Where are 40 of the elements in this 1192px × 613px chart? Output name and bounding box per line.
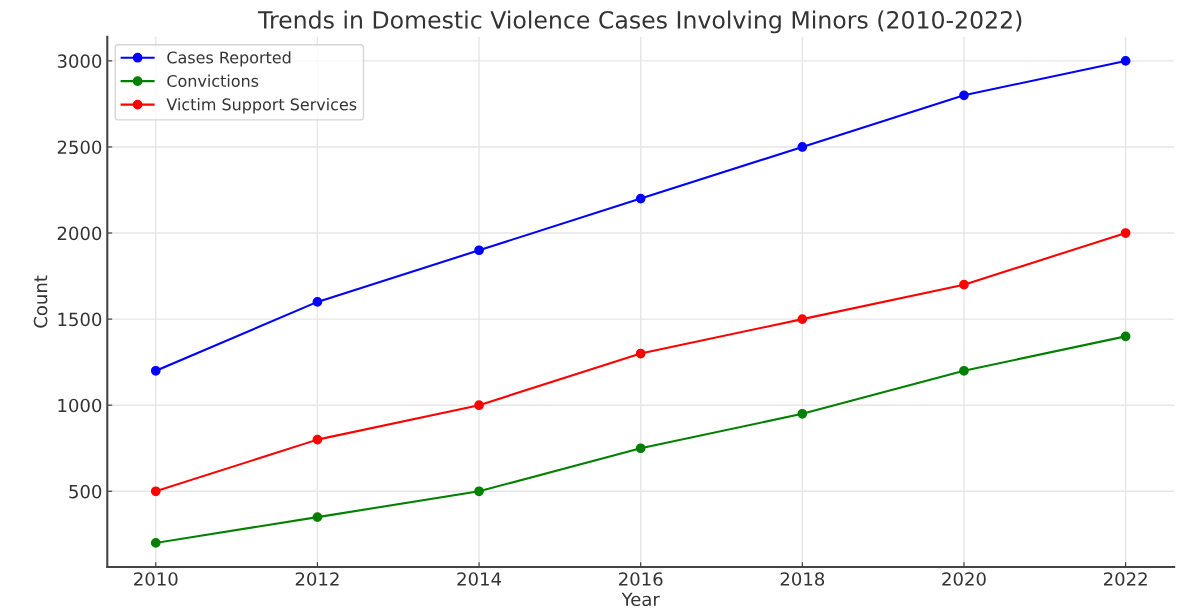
legend-label: Cases Reported xyxy=(167,51,291,67)
point xyxy=(635,443,646,454)
y-tick-label: 500 xyxy=(69,484,102,499)
point xyxy=(312,512,323,522)
point xyxy=(797,314,808,324)
point xyxy=(959,90,969,101)
point xyxy=(312,434,323,445)
point xyxy=(959,365,969,376)
chart-title: Trends in Domestic Violence Cases Involving Minors (2010-2022) xyxy=(257,10,1022,34)
point xyxy=(1120,331,1131,342)
y-axis-title: Count xyxy=(33,275,48,328)
point xyxy=(635,348,646,359)
point xyxy=(150,486,161,497)
point xyxy=(1120,56,1131,66)
x-tick-label: 2018 xyxy=(780,572,825,586)
point xyxy=(150,365,161,376)
y-tick-label: 2500 xyxy=(57,140,102,155)
point xyxy=(635,193,646,204)
point xyxy=(474,400,484,411)
x-axis-title: Year xyxy=(621,592,660,607)
legend-label: Victim Support Services xyxy=(166,98,357,114)
point xyxy=(797,408,808,419)
point xyxy=(474,486,484,497)
point xyxy=(150,538,161,548)
x-tick-label: 2010 xyxy=(134,572,178,586)
point xyxy=(312,297,323,307)
x-tick-label: 2016 xyxy=(619,572,663,586)
point xyxy=(797,142,808,152)
legend-label: Convictions xyxy=(167,74,259,87)
y-tick-label: 2000 xyxy=(57,226,102,241)
point xyxy=(959,279,969,290)
y-tick-label: 1000 xyxy=(58,398,102,413)
x-tick-label: 2022 xyxy=(1103,572,1147,586)
x-tick-label: 2012 xyxy=(295,572,339,586)
point xyxy=(474,245,484,256)
y-tick-label: 1500 xyxy=(58,312,102,327)
y-tick-label: 3000 xyxy=(57,54,102,68)
x-tick-label: 2014 xyxy=(457,572,502,586)
x-tick-label: 2020 xyxy=(942,572,986,586)
point xyxy=(1120,228,1131,238)
